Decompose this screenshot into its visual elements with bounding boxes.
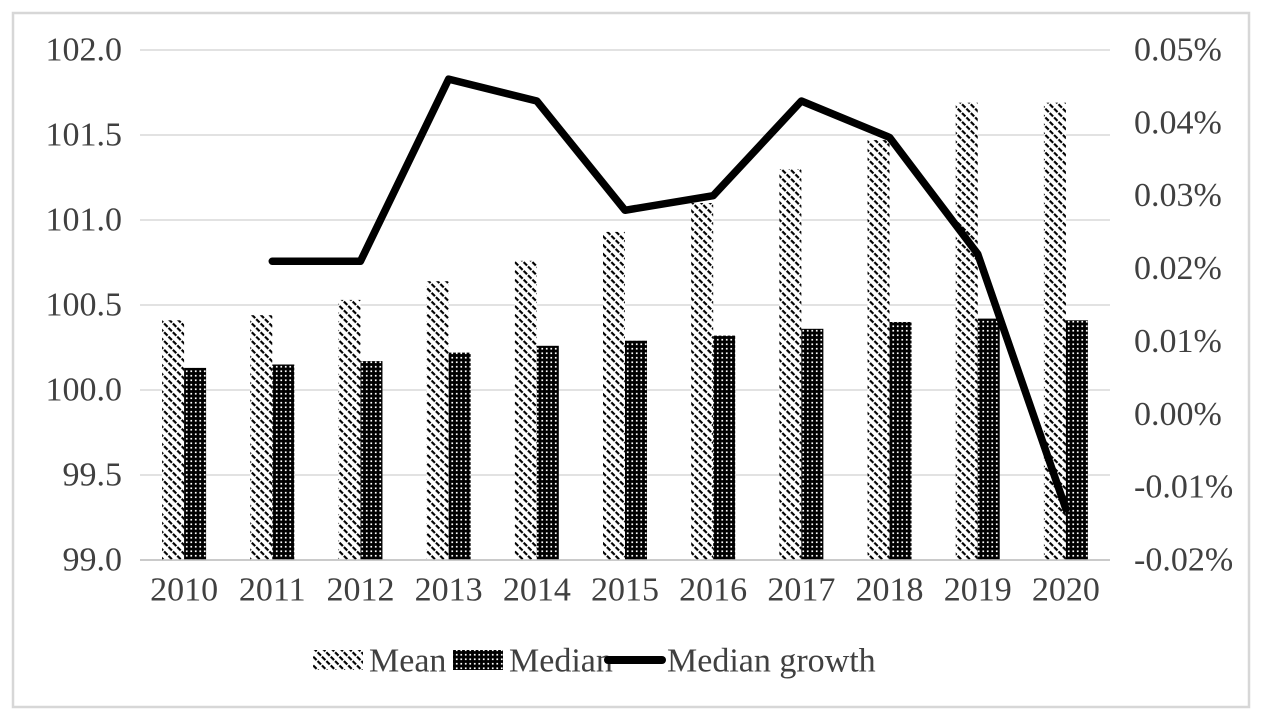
- right-axis-tick: 0.00%: [1134, 396, 1222, 433]
- right-axis-tick: -0.02%: [1134, 542, 1233, 579]
- x-axis-tick: 2015: [591, 572, 659, 609]
- legend-swatch-mean: [313, 650, 363, 670]
- left-axis-tick: 102.0: [46, 32, 123, 69]
- left-axis-tick: 101.5: [46, 117, 123, 154]
- chart-border: [11, 11, 1251, 709]
- left-axis-tick: 100.0: [46, 372, 123, 409]
- median-growth-line: [268, 75, 1070, 513]
- median-bar: [536, 345, 559, 560]
- left-axis-tick: 100.5: [46, 287, 123, 324]
- left-axis-tick: 101.0: [46, 202, 123, 239]
- x-axis-tick: 2018: [856, 572, 924, 609]
- median-bar: [713, 335, 736, 560]
- mean-bar: [779, 169, 802, 560]
- median-bar: [801, 328, 824, 560]
- mean-bar: [250, 315, 273, 560]
- x-axis-tick: 2014: [503, 572, 571, 609]
- right-axis-tick-labels: 0.05% 0.04% 0.03% 0.02% 0.01% 0.00% -0.01% -0.0…: [1134, 32, 1233, 579]
- x-axis-tick: 2017: [767, 572, 835, 609]
- median-bar: [625, 340, 647, 560]
- mean-bar: [162, 320, 185, 560]
- bar-series: [162, 102, 1088, 560]
- mean-bar: [338, 299, 361, 560]
- right-axis-tick: 0.03%: [1134, 177, 1222, 214]
- x-axis-tick: 2019: [944, 572, 1012, 609]
- legend: Mean Median Median growth: [313, 643, 876, 680]
- right-axis-tick: 0.01%: [1134, 323, 1222, 360]
- x-axis-tick: 2016: [679, 572, 747, 609]
- median-bar: [977, 318, 1000, 560]
- right-axis-tick: 0.05%: [1134, 32, 1222, 69]
- mean-bar: [426, 281, 449, 560]
- median-bar: [1065, 320, 1088, 560]
- x-axis-tick: 2010: [150, 572, 218, 609]
- left-axis-tick: 99.0: [63, 542, 123, 579]
- x-axis-tick: 2013: [415, 572, 483, 609]
- median-bar: [360, 361, 383, 560]
- legend-label: Mean: [369, 643, 446, 680]
- mean-bar: [514, 260, 537, 560]
- legend-swatch-median: [453, 650, 503, 670]
- mean-bar: [603, 231, 625, 560]
- mean-bar: [1043, 102, 1066, 560]
- right-axis-tick: -0.01%: [1134, 469, 1233, 506]
- line-series: [268, 75, 1070, 513]
- median-bar: [272, 364, 295, 560]
- x-axis-tick: 2012: [326, 572, 394, 609]
- left-axis-tick: 99.5: [63, 457, 123, 494]
- legend-label: Median growth: [667, 643, 876, 680]
- median-bar: [889, 322, 912, 560]
- median-bar: [184, 367, 207, 560]
- mean-bar: [955, 102, 978, 560]
- mean-bar: [867, 140, 890, 560]
- mean-bar: [691, 203, 714, 560]
- legend-label: Median: [509, 643, 613, 680]
- x-axis-tick-labels: 2010 2011 2012 2013 2014 2015 2016 2017 2018 2019…: [150, 572, 1100, 609]
- right-axis-tick: 0.04%: [1134, 104, 1222, 141]
- left-axis-tick-labels: 102.0 101.5 101.0 100.5 100.0 99.5 99.0: [46, 32, 123, 579]
- x-axis-tick: 2020: [1032, 572, 1100, 609]
- median-bar: [448, 352, 471, 560]
- right-axis-tick: 0.02%: [1134, 250, 1222, 287]
- x-axis-tick: 2011: [239, 572, 306, 609]
